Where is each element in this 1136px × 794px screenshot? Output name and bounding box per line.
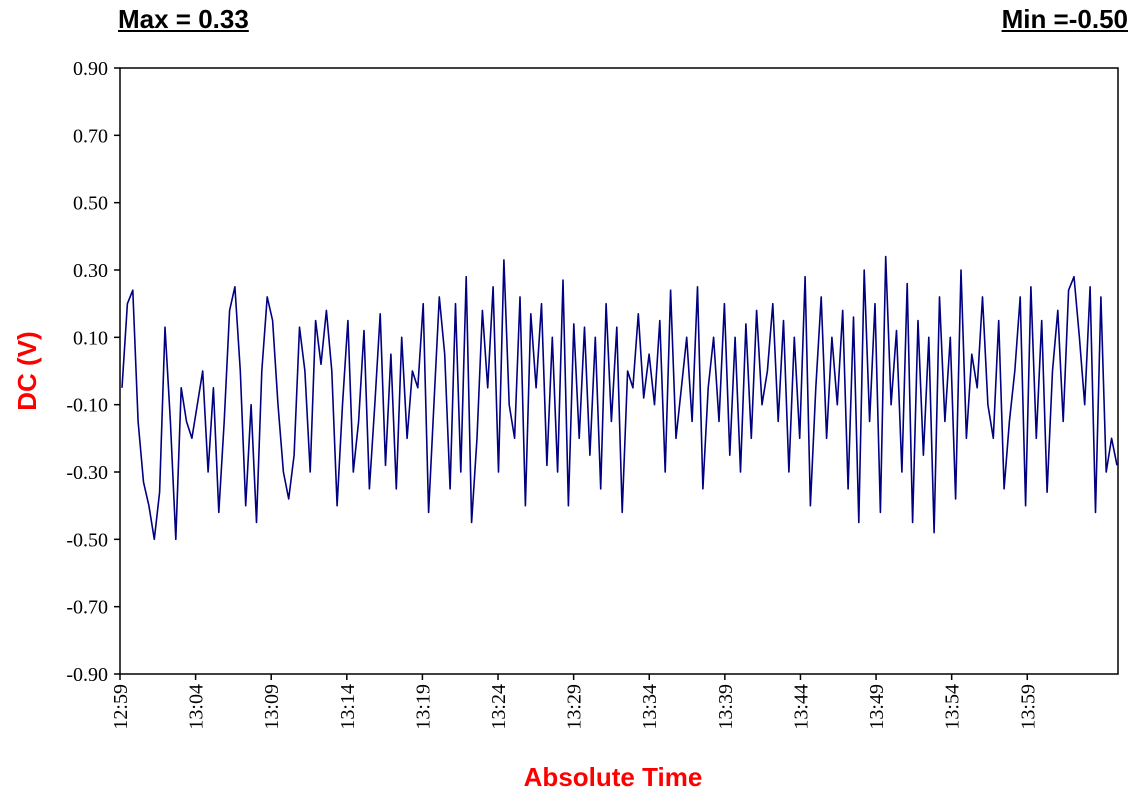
x-tick-label: 13:09 bbox=[261, 684, 283, 730]
y-tick-label: 0.10 bbox=[73, 327, 108, 349]
y-tick-label: 0.50 bbox=[73, 193, 108, 215]
x-axis-title: Absolute Time bbox=[524, 762, 703, 792]
x-tick-label: 13:39 bbox=[715, 684, 737, 730]
y-axis-ticks: 0.90 0.70 0.50 0.30 0.10 -0.10 -0.30 -0.50 -0.70… bbox=[66, 58, 120, 686]
x-tick-label: 13:04 bbox=[186, 684, 208, 730]
y-tick-label: -0.30 bbox=[66, 462, 108, 484]
x-axis-ticks: 12:59 13:04 13:09 13:14 13:19 13:24 13:29 13:34… bbox=[110, 674, 1039, 730]
x-tick-label: 13:49 bbox=[866, 684, 888, 730]
min-value-label: Min =-0.50 bbox=[1001, 4, 1128, 34]
x-tick-label: 13:54 bbox=[942, 684, 964, 730]
y-tick-label: -0.50 bbox=[66, 529, 108, 551]
x-tick-label: 13:44 bbox=[790, 684, 812, 730]
y-tick-label: -0.10 bbox=[66, 395, 108, 417]
x-tick-label: 13:14 bbox=[337, 684, 359, 730]
plot-area bbox=[119, 67, 1119, 675]
x-tick-label: 13:59 bbox=[1017, 684, 1039, 730]
y-tick-label: -0.70 bbox=[66, 597, 108, 619]
x-tick-label: 12:59 bbox=[110, 684, 132, 730]
x-tick-label: 13:34 bbox=[639, 684, 661, 730]
y-tick-label: 0.90 bbox=[73, 58, 108, 80]
max-value-label: Max = 0.33 bbox=[118, 4, 249, 34]
x-tick-label: 13:29 bbox=[564, 684, 586, 730]
x-tick-label: 13:24 bbox=[488, 684, 510, 730]
dc-voltage-line bbox=[121, 255, 1118, 541]
x-tick-label: 13:19 bbox=[412, 684, 434, 730]
y-tick-label: 0.30 bbox=[73, 260, 108, 282]
y-tick-label: -0.90 bbox=[66, 664, 108, 686]
y-axis-title: DC (V) bbox=[12, 331, 42, 410]
y-tick-label: 0.70 bbox=[73, 125, 108, 147]
